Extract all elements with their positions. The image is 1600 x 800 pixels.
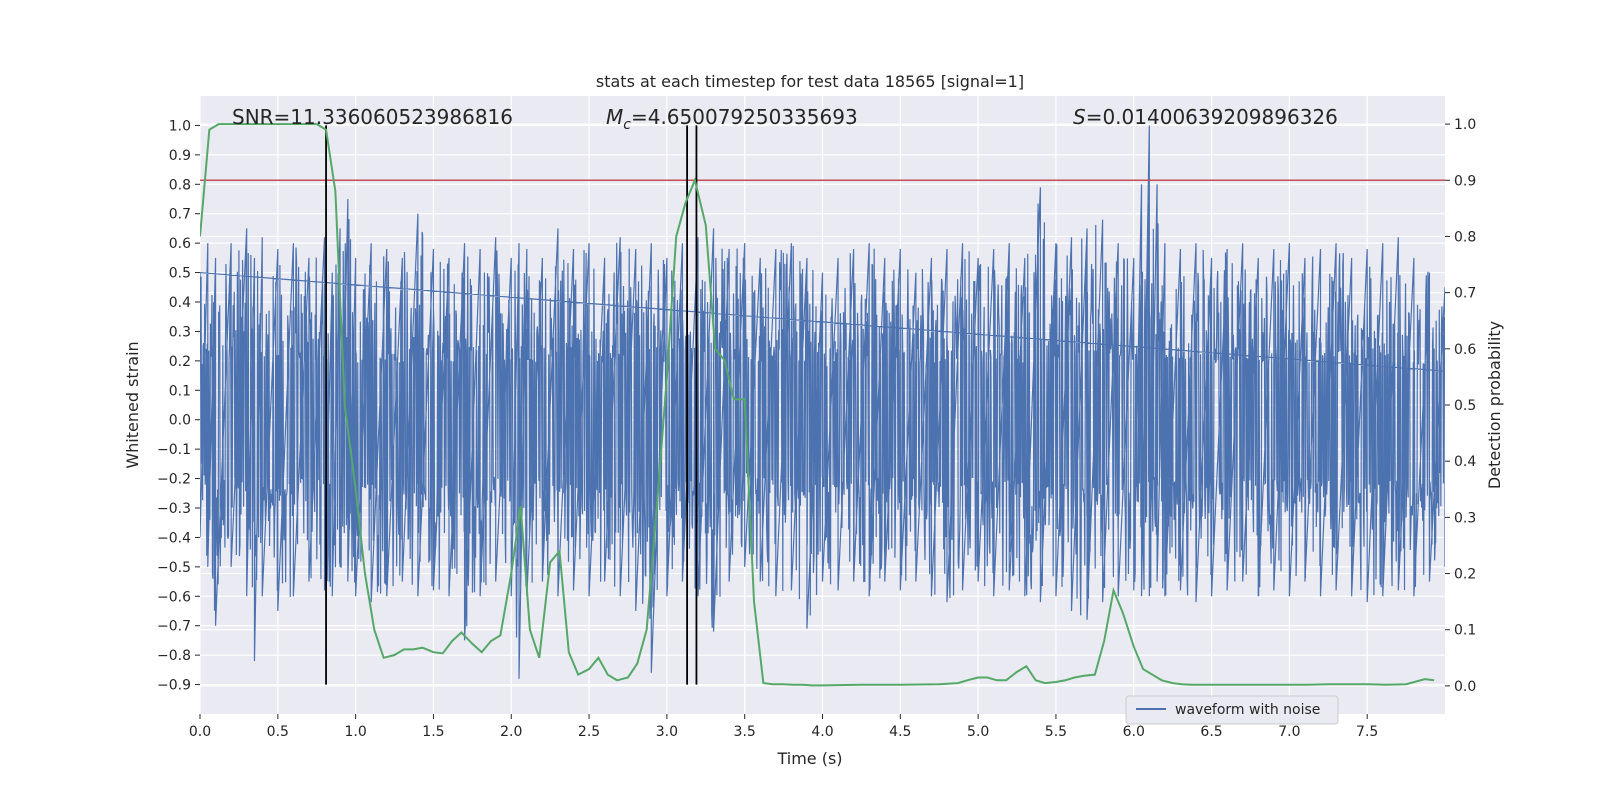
y-tick-label-6: 0.4 bbox=[169, 295, 191, 311]
mc-value: =4.650079250335693 bbox=[631, 105, 858, 129]
y-tick-label-12: −0.2 bbox=[157, 472, 191, 488]
x-tick-label-14: 7.0 bbox=[1278, 724, 1300, 740]
x-tick-label-8: 4.0 bbox=[811, 724, 833, 740]
x-tick-label-13: 6.5 bbox=[1200, 724, 1222, 740]
x-tick-label-15: 7.5 bbox=[1356, 724, 1378, 740]
x-tick-label-7: 3.5 bbox=[734, 724, 756, 740]
y2-tick-label-2: 0.8 bbox=[1454, 229, 1476, 245]
x-tick-label-1: 0.5 bbox=[267, 724, 289, 740]
x-tick-label-12: 6.0 bbox=[1123, 724, 1145, 740]
chart-title: stats at each timestep for test data 185… bbox=[596, 72, 1024, 91]
y-tick-label-18: −0.8 bbox=[157, 648, 191, 664]
legend-label-waveform: waveform with noise bbox=[1175, 702, 1320, 718]
y2-tick-label-4: 0.6 bbox=[1454, 342, 1476, 358]
y-tick-label-10: 0.0 bbox=[169, 413, 191, 429]
y-tick-label-16: −0.6 bbox=[157, 589, 191, 605]
x-tick-label-6: 3.0 bbox=[656, 724, 678, 740]
y-tick-label-9: 0.1 bbox=[169, 383, 191, 399]
y-tick-label-11: −0.1 bbox=[157, 442, 191, 458]
x-tick-label-10: 5.0 bbox=[967, 724, 989, 740]
legend-box bbox=[1125, 695, 1339, 725]
y-tick-label-19: −0.9 bbox=[157, 678, 191, 694]
mc-subscript: c bbox=[623, 117, 631, 133]
mc-annotation: Mc=4.650079250335693 bbox=[606, 105, 858, 133]
y2-tick-label-7: 0.3 bbox=[1454, 510, 1476, 526]
y-tick-label-3: 0.7 bbox=[169, 207, 191, 223]
y-tick-label-5: 0.5 bbox=[169, 266, 191, 282]
y2-tick-label-6: 0.4 bbox=[1454, 454, 1476, 470]
x-tick-label-11: 5.5 bbox=[1045, 724, 1067, 740]
x-tick-label-9: 4.5 bbox=[889, 724, 911, 740]
y2-tick-label-9: 0.1 bbox=[1454, 623, 1476, 639]
y-tick-label-7: 0.3 bbox=[169, 324, 191, 340]
legend: waveform with noise bbox=[1125, 695, 1339, 725]
waveform-series bbox=[200, 125, 1445, 679]
x-tick-label-5: 2.5 bbox=[578, 724, 600, 740]
y-tick-label-2: 0.8 bbox=[169, 177, 191, 193]
x-tick-label-4: 2.0 bbox=[500, 724, 522, 740]
detection-probability-series bbox=[200, 123, 1435, 687]
y-tick-label-13: −0.3 bbox=[157, 501, 191, 517]
y-axis-title: Whitened strain bbox=[123, 341, 142, 468]
x-axis-ticks: 0.0 0.5 1.0 1.5 2.0 2.5 3.0 3.5 4.0 4.5 5.0 5.5 6.0 6… bbox=[189, 714, 1378, 740]
y2-axis-title: Detection probability bbox=[1485, 321, 1504, 489]
y-tick-label-0: 1.0 bbox=[169, 118, 191, 134]
y2-tick-label-3: 0.7 bbox=[1454, 286, 1476, 302]
x-tick-label-2: 1.0 bbox=[344, 724, 366, 740]
s-annotation: S=0.01400639209896326 bbox=[1073, 105, 1338, 129]
y-tick-label-17: −0.7 bbox=[157, 619, 191, 635]
s-symbol: S bbox=[1073, 105, 1086, 129]
snr-annotation: SNR=11.336060523986816 bbox=[232, 105, 513, 129]
y-tick-label-1: 0.9 bbox=[169, 148, 191, 164]
y2-tick-label-1: 0.9 bbox=[1454, 173, 1476, 189]
y-tick-label-8: 0.2 bbox=[169, 354, 191, 370]
y2-tick-label-0: 1.0 bbox=[1454, 117, 1476, 133]
mc-symbol: M bbox=[606, 105, 623, 129]
y2-tick-label-8: 0.2 bbox=[1454, 567, 1476, 583]
y2-axis-ticks: 1.0 0.9 0.8 0.7 0.6 0.5 0.4 0.3 0.2 0.1 0.0 bbox=[1445, 117, 1476, 695]
y-tick-label-15: −0.5 bbox=[157, 560, 191, 576]
x-tick-label-0: 0.0 bbox=[189, 724, 211, 740]
y-axis-ticks: 1.0 0.9 0.8 0.7 0.6 0.5 0.4 0.3 0.2 0.1 0.0 −0.1 −0.… bbox=[157, 118, 200, 694]
y-tick-label-4: 0.6 bbox=[169, 236, 191, 252]
y2-tick-label-10: 0.0 bbox=[1454, 679, 1476, 695]
vertical-markers bbox=[325, 125, 698, 685]
x-axis-title: Time (s) bbox=[776, 749, 842, 768]
y-tick-label-14: −0.4 bbox=[157, 530, 191, 546]
x-tick-label-3: 1.5 bbox=[422, 724, 444, 740]
y2-tick-label-5: 0.5 bbox=[1454, 398, 1476, 414]
s-value: =0.01400639209896326 bbox=[1086, 105, 1338, 129]
